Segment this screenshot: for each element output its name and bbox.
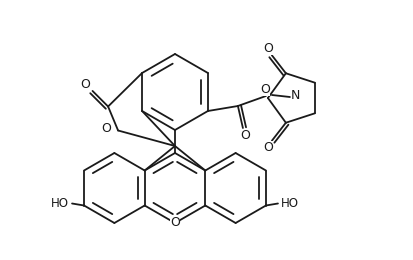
Text: O: O [170,217,180,230]
Text: HO: HO [280,197,298,210]
Text: O: O [262,141,272,154]
Text: O: O [259,82,269,95]
Text: O: O [101,122,111,135]
Text: O: O [262,42,272,55]
Text: HO: HO [51,197,69,210]
Text: O: O [240,128,249,141]
Text: O: O [81,79,90,92]
Text: N: N [290,88,300,101]
